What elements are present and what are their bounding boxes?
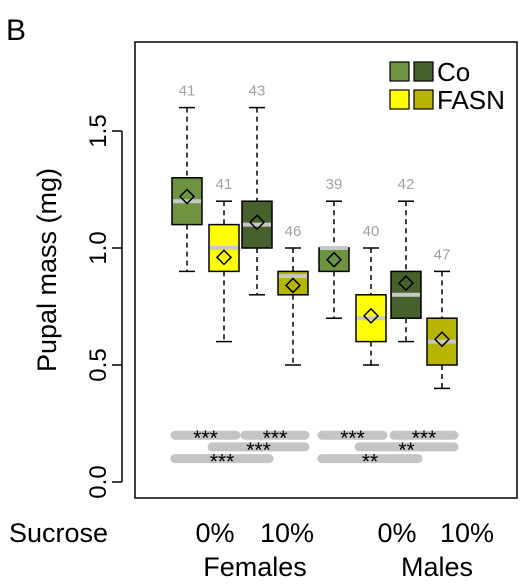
legend-entry-fasn: FASN [389, 85, 505, 115]
mean-diamond [325, 251, 343, 268]
box-females-co: 41 [171, 83, 203, 273]
group-label: Males [401, 552, 473, 582]
significance-label: ** [362, 451, 378, 474]
y-axis: 0.0 0.5 1.0 1.5 [85, 114, 123, 499]
plot-frame [134, 41, 518, 499]
n-label: 41 [179, 83, 196, 100]
legend-swatch [389, 61, 410, 82]
n-label: 41 [216, 176, 233, 193]
significance-bracket: *** [170, 451, 274, 474]
mean-diamond [215, 249, 233, 266]
significance-label: *** [210, 451, 235, 474]
significance-bracket: ** [317, 451, 423, 474]
legend-label: FASN [437, 85, 505, 115]
y-tick-label: 1.0 [85, 231, 112, 264]
mean-diamond [362, 307, 380, 324]
n-label: 47 [434, 246, 451, 263]
mean-diamond [433, 331, 451, 348]
n-label: 42 [398, 176, 415, 193]
box-males-fasn: 40 [355, 223, 387, 366]
y-tick-label: 0.0 [85, 465, 112, 498]
box-males-co: 39 [318, 176, 350, 319]
box-layer: 41 41 43 46 39 40 42 47 [171, 83, 458, 390]
box-females-fasn: 41 [208, 176, 240, 343]
legend-entry-co: Co [389, 57, 470, 87]
n-label: 43 [249, 83, 266, 100]
x-axis-labels: Sucrose 0% 10% Females 0% 10% Males [9, 518, 494, 582]
n-label: 40 [363, 223, 380, 240]
box-females-fasn: 46 [277, 223, 309, 366]
n-label: 46 [285, 223, 302, 240]
y-tick-label: 0.5 [85, 348, 112, 381]
legend-label: Co [437, 57, 470, 87]
mean-diamond [284, 277, 302, 294]
x-row-title: Sucrose [9, 518, 108, 548]
mean-diamond [178, 188, 196, 205]
box-iqr [318, 247, 350, 273]
significance-layer: *** ************ ******* [170, 427, 459, 474]
sucrose-tick-label: 0% [377, 518, 416, 548]
sucrose-tick-label: 10% [440, 518, 494, 548]
mean-diamond [248, 214, 266, 231]
panel-label: B [6, 14, 26, 47]
box-males-co: 42 [390, 176, 422, 343]
group-label: Females [203, 552, 307, 582]
y-axis-label: Pupal mass (mg) [32, 168, 62, 372]
sucrose-tick-label: 0% [195, 518, 234, 548]
legend-swatch [389, 89, 410, 110]
legend-swatch [413, 89, 434, 110]
mean-diamond [397, 275, 415, 292]
box-males-fasn: 47 [426, 246, 458, 390]
y-tick-label: 1.5 [85, 114, 112, 147]
box-females-co: 43 [241, 83, 273, 296]
legend-swatch [413, 61, 434, 82]
sucrose-tick-label: 10% [260, 518, 314, 548]
n-label: 39 [326, 176, 343, 193]
